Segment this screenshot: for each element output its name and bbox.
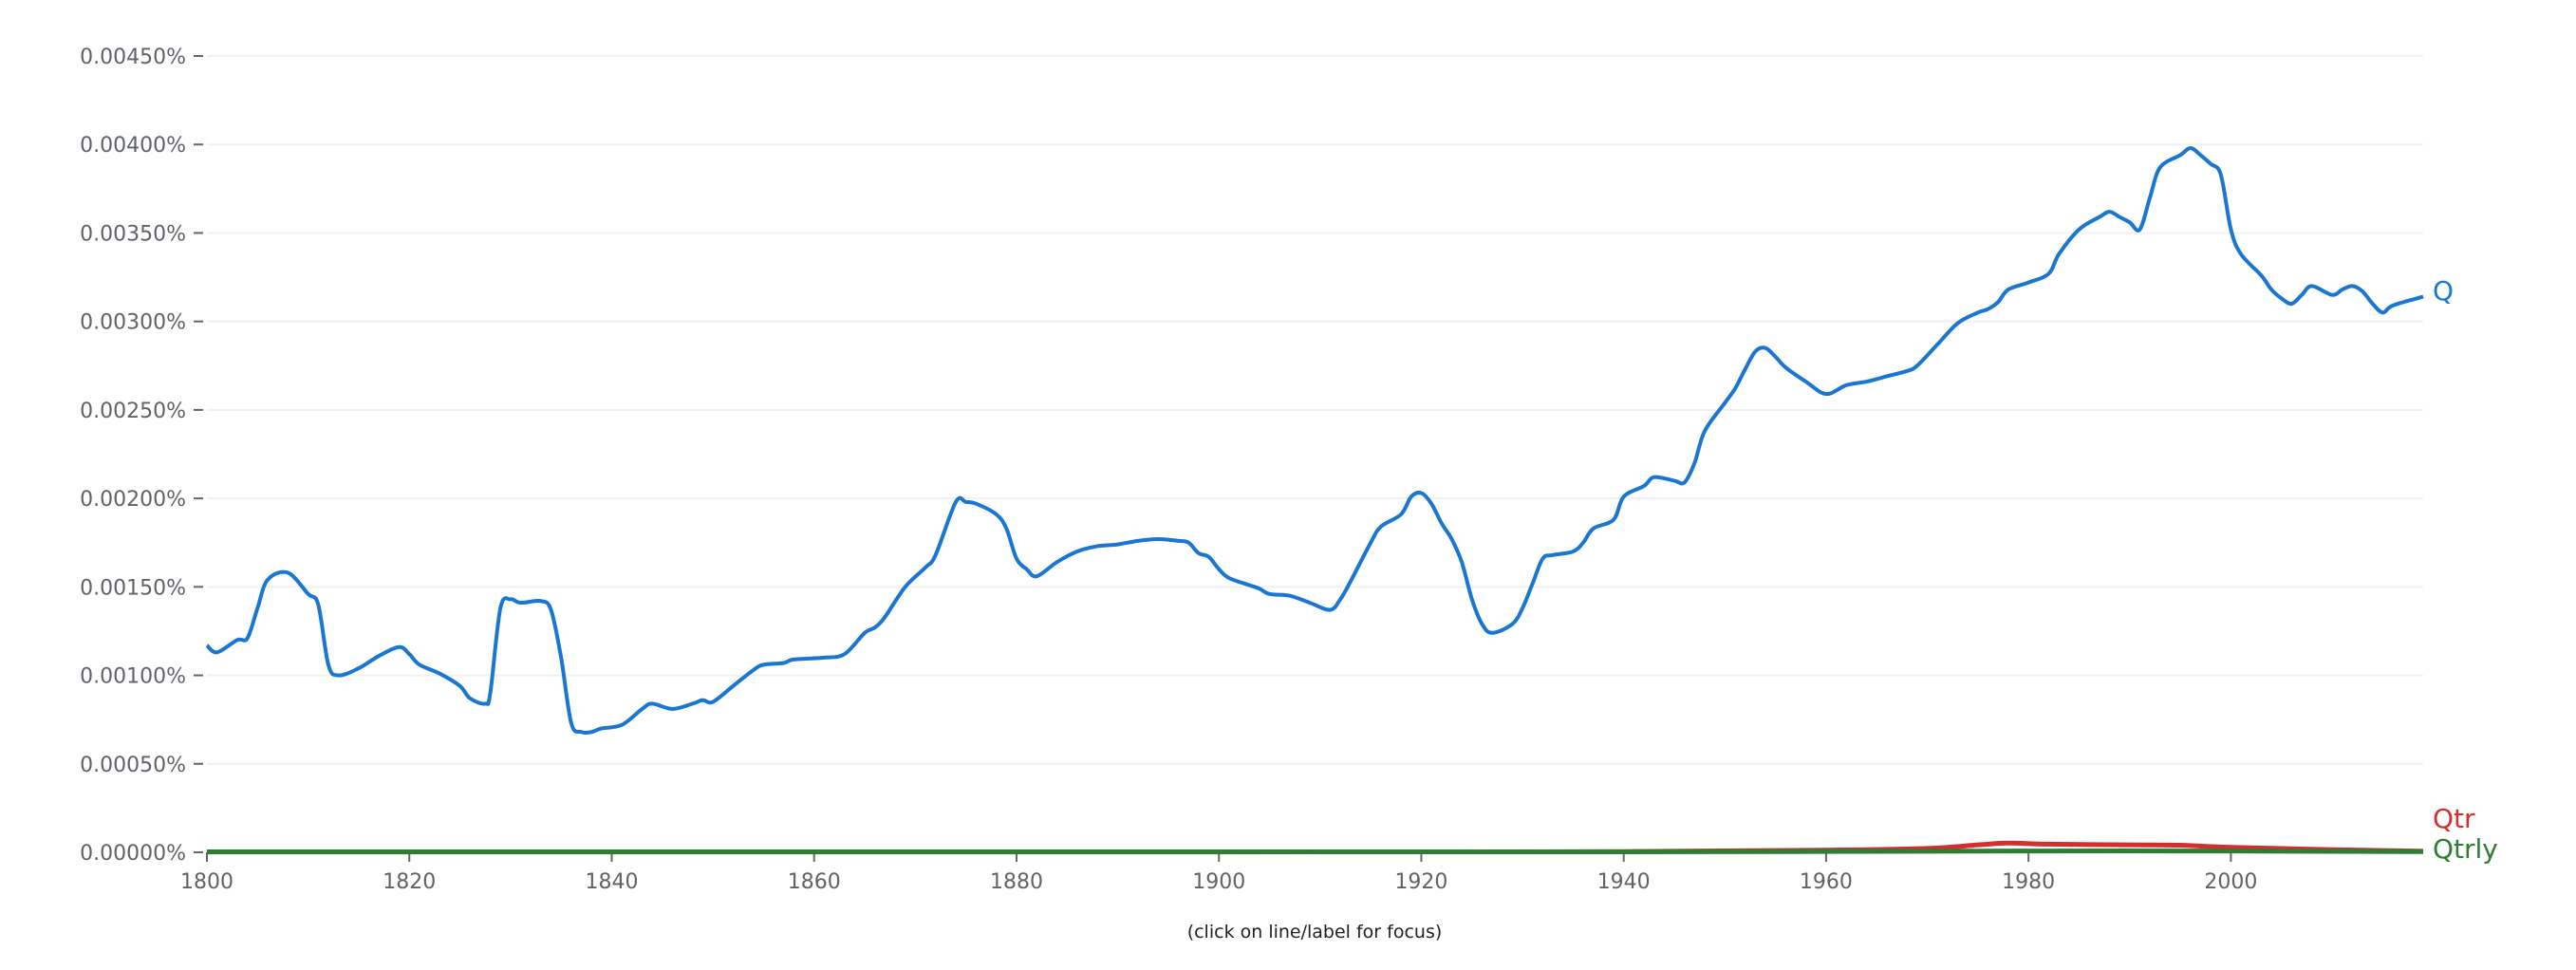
- x-tick-label: 1940: [1597, 870, 1651, 894]
- y-tick-label: 0.00250%: [80, 400, 186, 423]
- series-label-q[interactable]: Q: [2433, 275, 2454, 307]
- series-label-qtrly[interactable]: Qtrly: [2433, 833, 2498, 865]
- series-label-qtr[interactable]: Qtr: [2433, 803, 2475, 834]
- y-tick-label: 0.00300%: [80, 311, 186, 335]
- x-tick-label: 1800: [180, 870, 233, 894]
- y-tick-label: 0.00350%: [80, 222, 186, 246]
- gridlines: [207, 55, 2423, 853]
- x-tick-label: 1960: [1800, 870, 1853, 894]
- x-tick-label: 1900: [1192, 870, 1245, 894]
- series-lines[interactable]: [205, 145, 2424, 855]
- x-axis: 1800 1820 1840 1860 1880 1900 1920 1940 1960 1980…: [180, 852, 2257, 894]
- x-tick-label: 1980: [2002, 870, 2055, 894]
- x-tick-label: 1840: [585, 870, 638, 894]
- y-tick-label: 0.00000%: [80, 842, 186, 866]
- y-tick-label: 0.00100%: [80, 665, 186, 689]
- y-tick-label: 0.00050%: [80, 754, 186, 777]
- y-axis: 0.00000% 0.00050% 0.00100% 0.00150% 0.00200%…: [80, 46, 203, 866]
- y-tick-label: 0.00400%: [80, 134, 186, 158]
- x-tick-label: 2000: [2204, 870, 2257, 894]
- x-tick-label: 1860: [788, 870, 841, 894]
- focus-hint: (click on line/label for focus): [1187, 922, 1443, 942]
- x-tick-label: 1820: [383, 870, 436, 894]
- series-line-q[interactable]: [205, 145, 2424, 736]
- y-tick-label: 0.00450%: [80, 46, 186, 69]
- x-tick-label: 1880: [990, 870, 1043, 894]
- y-tick-label: 0.00200%: [80, 488, 186, 512]
- x-tick-label: 1920: [1394, 870, 1447, 894]
- y-tick-label: 0.00150%: [80, 576, 186, 600]
- series-line-qtrly[interactable]: [206, 849, 2424, 854]
